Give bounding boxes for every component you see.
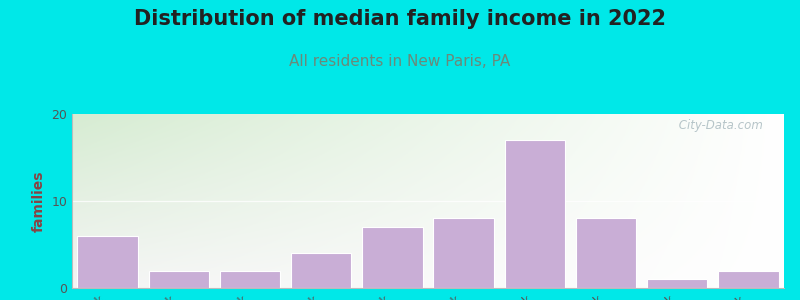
Bar <box>220 271 280 288</box>
Bar <box>149 271 209 288</box>
Bar <box>505 140 565 288</box>
Text: Distribution of median family income in 2022: Distribution of median family income in … <box>134 9 666 29</box>
Bar <box>362 227 422 288</box>
Bar <box>576 218 636 288</box>
Text: City-Data.com: City-Data.com <box>674 119 762 132</box>
Bar <box>78 236 138 288</box>
Y-axis label: families: families <box>32 170 46 232</box>
Bar <box>647 279 707 288</box>
Text: All residents in New Paris, PA: All residents in New Paris, PA <box>290 54 510 69</box>
Bar <box>434 218 494 288</box>
Bar <box>291 253 351 288</box>
Bar <box>718 271 778 288</box>
